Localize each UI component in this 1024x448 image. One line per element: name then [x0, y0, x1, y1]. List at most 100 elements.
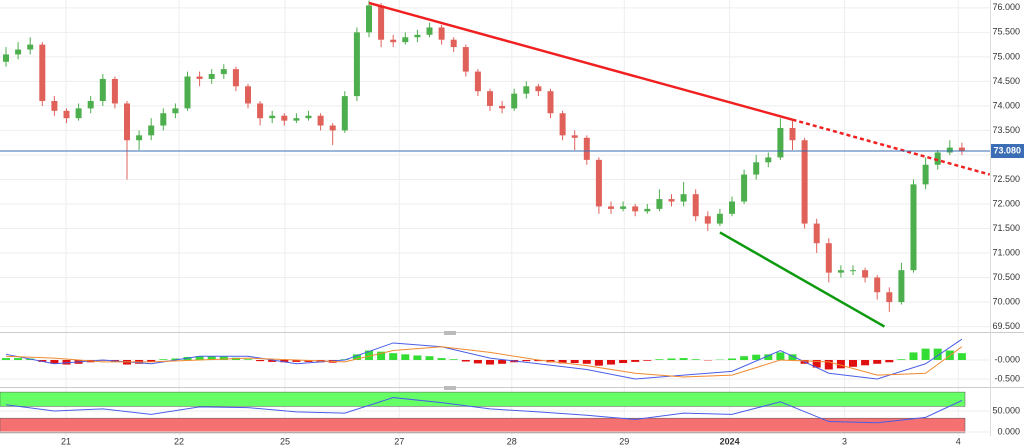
- histogram-bar: [824, 360, 833, 370]
- candle-body: [366, 5, 372, 33]
- x-tick-label: 4: [956, 436, 961, 446]
- histogram-bar: [147, 360, 156, 362]
- histogram-bar: [933, 348, 942, 360]
- histogram-bar: [752, 354, 761, 360]
- y-tick-label: 76.000: [992, 2, 1020, 12]
- y-tick-label: 75.500: [992, 27, 1020, 37]
- histogram-bar: [2, 358, 10, 360]
- candle-body: [27, 44, 34, 50]
- candle-body: [511, 93, 518, 109]
- candle-body: [87, 101, 94, 109]
- candle-body: [620, 206, 627, 209]
- histogram-bar: [897, 359, 906, 360]
- candle-body: [111, 78, 118, 104]
- candle-body: [716, 213, 723, 224]
- candle-body: [850, 270, 856, 272]
- histogram-bar: [655, 359, 664, 360]
- histogram-bar: [486, 360, 494, 365]
- histogram-bar: [437, 358, 446, 360]
- candle-body: [813, 223, 820, 244]
- histogram-bar: [62, 360, 71, 365]
- histogram-bar: [679, 358, 688, 360]
- histogram-bar: [570, 360, 579, 364]
- x-tick-label: 22: [174, 436, 184, 446]
- y-tick-label: 75.000: [992, 51, 1020, 61]
- y-tick-label: 70.500: [992, 272, 1020, 282]
- candle-body: [898, 270, 905, 303]
- x-tick-label: 25: [280, 436, 290, 446]
- y-tick-label: 72.500: [992, 174, 1020, 184]
- candle-body: [789, 127, 796, 141]
- candle-body: [499, 105, 506, 109]
- candle-body: [160, 113, 167, 126]
- histogram-bar: [365, 350, 373, 360]
- resize-handle[interactable]: [444, 331, 456, 335]
- y-tick-label: 71.000: [992, 247, 1020, 257]
- y-tick-label: 74.500: [992, 76, 1020, 86]
- candle-body: [378, 5, 385, 40]
- rsi-line: [5, 397, 963, 424]
- candle-body: [559, 113, 566, 136]
- candle-body: [196, 76, 203, 79]
- histogram-bar: [195, 356, 204, 360]
- x-tick-label: 27: [394, 436, 404, 446]
- trendline: [368, 1, 793, 121]
- candle-body: [862, 270, 869, 278]
- histogram-bar: [764, 354, 773, 360]
- candle-body: [3, 54, 9, 62]
- histogram-bar: [413, 355, 422, 360]
- candle-body: [462, 47, 469, 72]
- histogram-bar: [534, 360, 543, 362]
- rsi-zone: [0, 391, 966, 407]
- candle-body: [124, 103, 130, 141]
- x-tick-label: 29: [619, 436, 629, 446]
- rsi-zone: [0, 417, 966, 434]
- histogram-bar: [921, 348, 930, 360]
- histogram-bar: [776, 352, 785, 360]
- candle-body: [353, 32, 360, 97]
- candle-body: [922, 164, 929, 185]
- candle-body: [257, 103, 264, 119]
- candle-body: [656, 199, 663, 209]
- candle-body: [136, 135, 143, 141]
- candle-body: [753, 162, 760, 175]
- histogram-bar: [957, 353, 966, 360]
- y-tick-label: 72.000: [992, 198, 1020, 208]
- last-price-box: [991, 144, 1024, 159]
- candle-body: [608, 206, 614, 209]
- histogram-bar: [171, 358, 180, 360]
- candle-body: [523, 86, 530, 94]
- candle-body: [571, 135, 578, 138]
- histogram-bar: [873, 360, 882, 364]
- candle-body: [958, 147, 965, 152]
- histogram-bar: [377, 351, 386, 360]
- candle-body: [148, 125, 155, 136]
- histogram-bar: [667, 358, 676, 360]
- histogram-bar: [522, 360, 531, 362]
- candle-body: [39, 44, 46, 102]
- candle-body: [632, 206, 639, 212]
- candle-body: [245, 86, 251, 104]
- candle-body: [341, 96, 348, 131]
- candle-body: [317, 115, 324, 126]
- candle-body: [474, 71, 481, 92]
- histogram-bar: [885, 360, 894, 363]
- candle-body: [402, 37, 409, 43]
- candle-body: [946, 147, 953, 153]
- y-tick-label: 71.500: [992, 223, 1020, 233]
- resize-handle[interactable]: [444, 386, 456, 390]
- candle-body: [801, 140, 808, 224]
- candle-body: [390, 39, 397, 43]
- histogram-bar: [594, 360, 603, 366]
- candle-body: [293, 118, 300, 121]
- candle-body: [15, 49, 22, 55]
- candle-body: [75, 108, 82, 119]
- histogram-bar: [740, 356, 749, 360]
- y-tick-label: 0.000: [997, 426, 1020, 436]
- candle-body: [487, 91, 493, 106]
- x-tick-label: 3: [842, 436, 847, 446]
- histogram-bar: [498, 360, 507, 364]
- histogram-bar: [607, 360, 615, 365]
- candle-body: [208, 74, 215, 79]
